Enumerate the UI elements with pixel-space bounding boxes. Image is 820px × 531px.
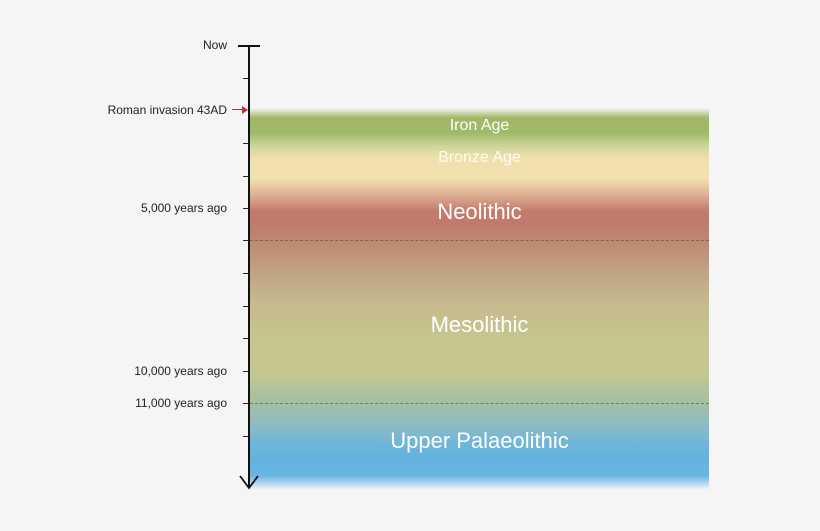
roman-invasion-marker-line (232, 109, 246, 110)
axis-tick (243, 436, 249, 437)
axis-tick (243, 338, 249, 339)
axis-tick (243, 371, 249, 372)
axis-tick (243, 273, 249, 274)
label-roman-invasion: Roman invasion 43AD (107, 103, 227, 117)
label-10000-years: 10,000 years ago (134, 364, 227, 378)
axis-tick (243, 143, 249, 144)
axis-tick (243, 78, 249, 79)
axis-tick (243, 176, 249, 177)
time-axis (248, 46, 250, 488)
era-bronze-age: Bronze Age (438, 149, 521, 166)
label-now: Now (202, 38, 227, 52)
boundary-mesolithic-palaeolithic (250, 403, 709, 404)
axis-tick (243, 306, 249, 307)
roman-invasion-arrow-icon (242, 106, 248, 114)
era-neolithic: Neolithic (437, 199, 522, 224)
axis-tick (243, 208, 249, 209)
axis-now-cap (238, 45, 260, 47)
period-gradient-band (250, 108, 709, 489)
label-5000-years: 5,000 years ago (140, 201, 227, 215)
axis-arrow-down-icon (239, 475, 259, 490)
axis-tick (243, 403, 249, 404)
era-iron-age: Iron Age (449, 117, 510, 134)
era-upper-palaeolithic: Upper Palaeolithic (390, 428, 569, 453)
era-mesolithic: Mesolithic (430, 312, 529, 337)
label-11000-years: 11,000 years ago (135, 396, 227, 410)
axis-tick (243, 240, 249, 241)
boundary-neolithic-mesolithic (250, 240, 709, 241)
